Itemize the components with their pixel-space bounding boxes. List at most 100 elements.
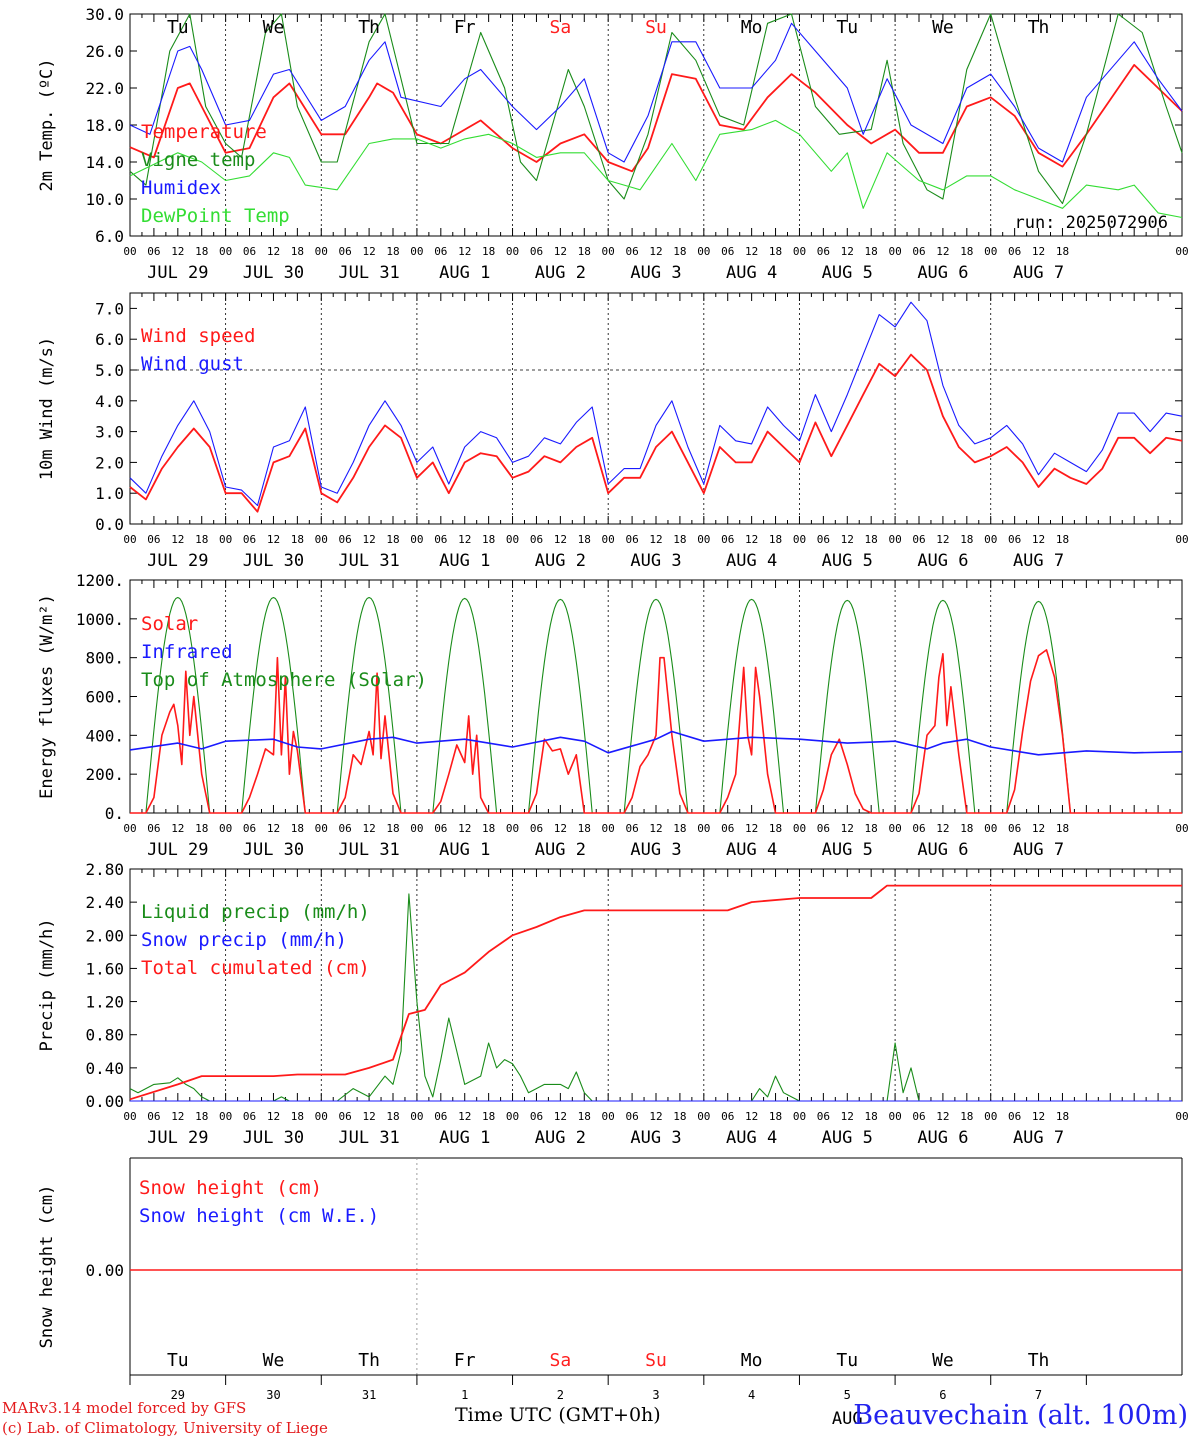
hour-tick-label: 00 <box>602 1110 615 1123</box>
hour-tick-label: 00 <box>793 822 806 835</box>
legend-entry: Snow height (cm W.E.) <box>139 1205 379 1227</box>
series-dewpoint-temp <box>129 119 1183 219</box>
hour-tick-label: 12 <box>841 822 854 835</box>
series-liquid-precip-mm-h <box>129 893 1182 1102</box>
date-label: AUG 4 <box>726 1128 777 1148</box>
date-label: AUG 5 <box>822 840 873 860</box>
weekday-label: Tu <box>836 1350 858 1371</box>
hour-tick-label: 00 <box>219 822 232 835</box>
panel-1: 6.0 10.0 14.0 18.0 22.0 26.0 30.0 2m Temp. (ºC)… <box>37 5 1189 283</box>
hour-tick-label: 06 <box>243 1110 256 1123</box>
legend-entry: Snow height (cm) <box>139 1177 322 1199</box>
hour-tick-label: 12 <box>267 533 280 546</box>
weekday-label: We <box>932 1350 954 1371</box>
model-credit: MARv3.14 model forced by GFS <box>2 1399 247 1417</box>
y-tick-label: 1.0 <box>95 484 124 503</box>
date-label: AUG 3 <box>630 840 681 860</box>
hour-tick-label: 12 <box>458 822 471 835</box>
y-tick-label: 2.00 <box>85 926 124 945</box>
hour-tick-label: 00 <box>410 1110 423 1123</box>
hour-tick-label: 12 <box>458 533 471 546</box>
date-label: JUL 31 <box>338 1128 399 1148</box>
hour-tick-label: 18 <box>482 822 495 835</box>
date-label: JUL 30 <box>243 551 304 571</box>
hour-tick-label: 18 <box>673 1110 686 1123</box>
hour-tick-label: 18 <box>960 1110 973 1123</box>
legend-entry: Top of Atmosphere (Solar) <box>141 669 427 691</box>
hour-tick-label: 18 <box>1056 533 1069 546</box>
hour-tick-label: 00 <box>697 822 710 835</box>
date-label: AUG 1 <box>439 551 490 571</box>
hour-tick-label: 18 <box>482 533 495 546</box>
hour-tick-label: 18 <box>960 533 973 546</box>
y-tick-label: 1200. <box>76 571 124 590</box>
hour-tick-label: 06 <box>912 822 925 835</box>
series-wind-gust <box>129 301 1183 507</box>
hour-tick-label: 00 <box>697 533 710 546</box>
date-label: JUL 30 <box>243 840 304 860</box>
weekday-label: Su <box>645 17 667 38</box>
date-label: AUG 6 <box>917 1128 968 1148</box>
hour-tick-label: 06 <box>243 245 256 258</box>
hour-tick-label: 12 <box>267 245 280 258</box>
date-label: AUG 6 <box>917 551 968 571</box>
date-label: JUL 31 <box>338 263 399 283</box>
hour-tick-label: 06 <box>817 1110 830 1123</box>
hour-tick-label: 06 <box>339 533 352 546</box>
legend-entry: Humidex <box>141 177 221 199</box>
run-annotation: run: 2025072906 <box>1014 213 1168 233</box>
hour-tick-label: 06 <box>147 245 160 258</box>
hour-tick-label: 00 <box>1175 822 1188 835</box>
hour-tick-label: 00 <box>888 1110 901 1123</box>
hour-tick-label: 06 <box>339 822 352 835</box>
y-axis-label: Energy fluxes (W/m²) <box>37 594 57 799</box>
y-tick-label: 5.0 <box>95 361 124 380</box>
date-label: JUL 29 <box>147 551 208 571</box>
weekday-label: Sa <box>550 1350 572 1371</box>
hour-tick-label: 12 <box>362 1110 375 1123</box>
hour-tick-label: 12 <box>649 245 662 258</box>
hour-tick-label: 12 <box>171 1110 184 1123</box>
weekday-label: Tu <box>167 17 189 38</box>
station-name: Beauvechain (alt. 100m) <box>853 1400 1188 1431</box>
hour-tick-label: 00 <box>123 822 136 835</box>
hour-tick-label: 00 <box>410 245 423 258</box>
hour-tick-label: 12 <box>267 1110 280 1123</box>
hour-tick-label: 12 <box>171 245 184 258</box>
hour-tick-label: 18 <box>673 245 686 258</box>
weekday-label: Th <box>358 1350 380 1371</box>
hour-tick-label: 12 <box>171 822 184 835</box>
date-label: JUL 30 <box>243 263 304 283</box>
hour-tick-label: 06 <box>147 533 160 546</box>
legend-entry: Snow precip (mm/h) <box>141 929 347 951</box>
weekday-label: We <box>263 1350 285 1371</box>
legend-entry: Infrared <box>141 641 233 663</box>
day-number-label: 30 <box>266 1388 280 1402</box>
date-label: AUG 5 <box>822 263 873 283</box>
day-number-label: 5 <box>844 1388 851 1402</box>
hour-tick-label: 18 <box>195 533 208 546</box>
hour-tick-label: 00 <box>888 533 901 546</box>
date-label: AUG 5 <box>822 1128 873 1148</box>
panel-2: 0.0 1.0 2.0 3.0 4.0 5.0 6.0 7.0 10m Wind (m/s) Wi… <box>37 292 1189 571</box>
hour-tick-label: 00 <box>793 533 806 546</box>
hour-tick-label: 00 <box>219 245 232 258</box>
hour-tick-label: 12 <box>1032 1110 1045 1123</box>
hour-tick-label: 00 <box>410 822 423 835</box>
date-label: AUG 7 <box>1013 263 1064 283</box>
day-number-label: 1 <box>461 1388 468 1402</box>
hour-tick-label: 18 <box>195 822 208 835</box>
series-infrared <box>129 730 1183 756</box>
hour-tick-label: 00 <box>315 533 328 546</box>
hour-tick-label: 12 <box>554 533 567 546</box>
series-wind-speed <box>129 353 1183 513</box>
weekday-label: Sa <box>550 17 572 38</box>
hour-tick-label: 06 <box>817 822 830 835</box>
date-label: AUG 7 <box>1013 840 1064 860</box>
hour-tick-label: 18 <box>386 533 399 546</box>
hour-tick-label: 18 <box>578 1110 591 1123</box>
date-label: AUG 3 <box>630 263 681 283</box>
panel-3: 0. 200. 400. 600. 800. 1000. 1200. Energy fluxe… <box>37 571 1189 860</box>
y-tick-label: 1.60 <box>85 959 124 978</box>
y-tick-label: 2.80 <box>85 860 124 879</box>
